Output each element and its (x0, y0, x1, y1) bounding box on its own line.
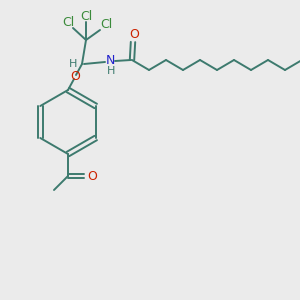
Text: Cl: Cl (62, 16, 74, 28)
Text: H: H (69, 59, 77, 69)
Text: O: O (70, 70, 80, 83)
Text: Cl: Cl (100, 17, 112, 31)
Text: N: N (105, 53, 115, 67)
Text: O: O (87, 169, 97, 182)
Text: O: O (129, 28, 139, 40)
Text: H: H (107, 66, 115, 76)
Text: Cl: Cl (80, 10, 92, 22)
